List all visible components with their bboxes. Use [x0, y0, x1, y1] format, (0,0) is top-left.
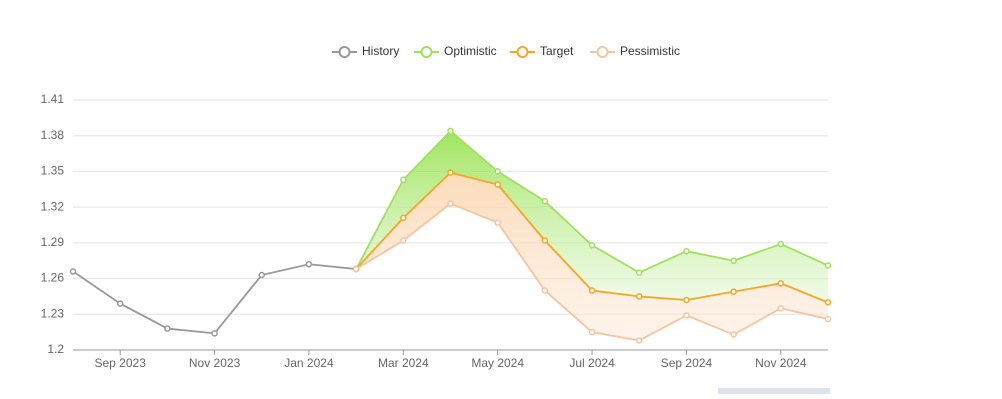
point — [541, 237, 549, 244]
y-tick-label: 1.32 — [41, 199, 65, 213]
point — [494, 219, 501, 226]
area — [356, 172, 828, 341]
point — [588, 241, 596, 249]
y-tick-label: 1.29 — [41, 235, 65, 249]
point — [777, 305, 785, 312]
x-tick-label: Mar 2024 — [378, 356, 429, 370]
x-tick-label: Sep 2024 — [661, 356, 713, 370]
point — [305, 261, 313, 268]
zoom-slider[interactable] — [718, 388, 830, 394]
legend-label: Optimistic — [444, 44, 497, 58]
point — [494, 181, 501, 188]
point — [69, 268, 77, 275]
legend-item[interactable]: Target — [510, 44, 574, 58]
point — [777, 280, 785, 287]
point — [541, 197, 549, 205]
legend-marker — [420, 46, 433, 58]
legend-item[interactable]: Optimistic — [414, 44, 497, 58]
point — [494, 168, 501, 175]
legend-item[interactable]: Pessimistic — [590, 44, 680, 58]
point — [400, 237, 407, 244]
y-tick-label: 1.26 — [41, 271, 65, 285]
point — [400, 214, 407, 222]
x-tick-label: Nov 2023 — [189, 356, 241, 370]
area — [356, 130, 828, 303]
point — [824, 315, 832, 323]
series-line — [72, 263, 357, 335]
point — [730, 257, 737, 264]
point — [730, 331, 737, 338]
point — [636, 269, 643, 276]
point — [400, 176, 407, 184]
y-tick-label: 1.38 — [41, 128, 65, 142]
x-tick-label: Nov 2024 — [755, 356, 807, 370]
legend-label: History — [362, 44, 399, 58]
x-tick-label: May 2024 — [471, 356, 524, 370]
point — [258, 271, 265, 279]
point — [824, 299, 832, 306]
point — [824, 262, 832, 269]
point — [447, 169, 454, 176]
point — [541, 287, 549, 294]
y-tick-label: 1.41 — [41, 92, 65, 106]
point — [636, 293, 643, 300]
point — [116, 300, 124, 307]
x-tick-label: Jan 2024 — [284, 356, 334, 370]
point — [683, 296, 690, 304]
legend-label: Target — [540, 44, 574, 58]
point — [447, 200, 454, 207]
x-tick-label: Sep 2023 — [94, 356, 146, 370]
point — [588, 328, 596, 336]
y-tick-label: 1.23 — [41, 306, 65, 320]
y-tick-label: 1.2 — [47, 342, 64, 356]
x-tick-label: Jul 2024 — [569, 356, 615, 370]
legend-item[interactable]: History — [332, 44, 399, 58]
point — [636, 337, 643, 344]
y-tick-label: 1.35 — [41, 164, 65, 178]
point — [730, 288, 737, 295]
point — [683, 247, 690, 255]
point — [777, 240, 785, 248]
legend-marker — [596, 46, 609, 58]
point — [352, 265, 360, 273]
point — [164, 325, 171, 332]
point — [588, 287, 596, 294]
point — [211, 330, 218, 337]
point — [683, 312, 690, 319]
point — [447, 127, 454, 135]
legend-marker — [516, 46, 529, 58]
legend-marker — [338, 46, 351, 58]
legend-label: Pessimistic — [620, 44, 680, 58]
